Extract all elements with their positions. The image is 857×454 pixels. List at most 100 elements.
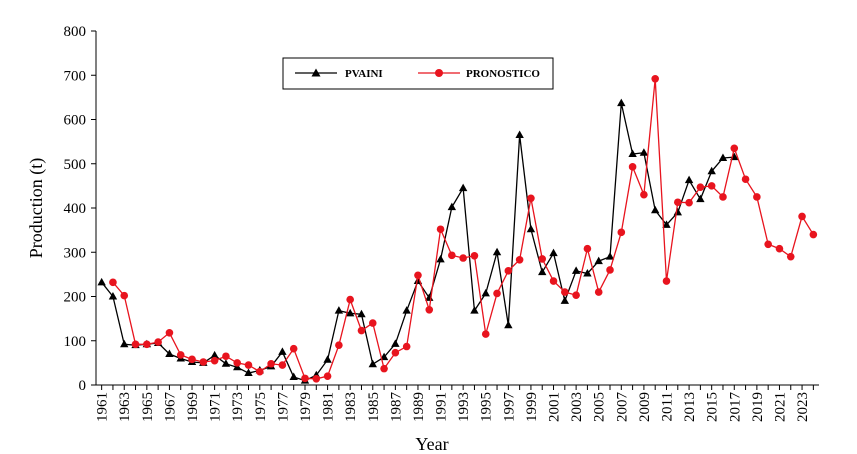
- chart-axes: 0 100 200 300 400 500 600 700 800 1961 1963 1965 196…: [64, 24, 819, 423]
- data-point-pronostico: [267, 359, 275, 368]
- data-point-pronostico: [188, 355, 196, 364]
- x-tick-label: 1989: [411, 392, 427, 422]
- legend-label-pvaini: PVAINI: [345, 68, 383, 80]
- y-tick-label: 200: [64, 290, 87, 306]
- data-point-pvaini: [481, 288, 490, 297]
- data-point-pronostico: [414, 271, 422, 280]
- data-point-pronostico: [256, 367, 264, 376]
- data-point-pvaini: [526, 224, 536, 233]
- data-point-pvaini: [549, 248, 558, 257]
- data-point-pronostico: [651, 74, 659, 83]
- data-point-pvaini: [278, 347, 287, 355]
- x-tick-label: 1995: [479, 392, 495, 422]
- legend-marker-pvaini: [311, 68, 321, 77]
- data-point-pvaini: [244, 368, 253, 377]
- x-tick-label: 1965: [140, 392, 156, 422]
- data-point-pvaini: [368, 359, 377, 368]
- data-point-pronostico: [538, 255, 547, 263]
- data-point-pvaini: [673, 207, 682, 216]
- data-point-pronostico: [459, 254, 467, 262]
- series-line-pronostico: [112, 78, 814, 380]
- data-point-pvaini: [97, 277, 106, 286]
- x-tick-label: 1991: [434, 392, 450, 422]
- data-point-pronostico: [244, 361, 253, 369]
- data-point-pronostico: [425, 305, 434, 314]
- data-point-pronostico: [368, 319, 377, 327]
- x-tick-label: 2003: [569, 392, 585, 422]
- data-point-pvaini: [210, 350, 219, 359]
- data-point-pvaini: [650, 205, 660, 214]
- data-point-pvaini: [707, 166, 716, 175]
- data-point-pvaini: [221, 359, 231, 367]
- data-point-pvaini: [334, 306, 344, 314]
- y-tick-label: 100: [64, 334, 87, 350]
- x-tick-label: 1979: [298, 392, 314, 422]
- data-point-pronostico: [481, 330, 490, 338]
- x-tick-label: 1967: [162, 392, 178, 423]
- data-point-pvaini: [289, 372, 298, 381]
- data-point-pronostico: [278, 361, 287, 369]
- data-point-pronostico: [809, 230, 818, 239]
- y-tick-label: 500: [64, 157, 87, 173]
- data-point-pronostico: [662, 277, 671, 285]
- data-point-pronostico: [730, 144, 739, 153]
- x-tick-label: 2021: [772, 392, 788, 422]
- x-tick-label: 2005: [592, 392, 608, 422]
- data-point-pvaini: [345, 308, 355, 317]
- x-tick-label: 2017: [727, 392, 743, 423]
- y-tick-label: 400: [64, 201, 87, 217]
- x-tick-label: 2001: [547, 392, 563, 422]
- x-tick-label: 1987: [388, 392, 404, 423]
- data-point-pronostico: [312, 375, 321, 383]
- data-point-pvaini: [492, 247, 502, 256]
- data-point-pronostico: [527, 194, 535, 203]
- data-point-pvaini: [391, 339, 400, 347]
- data-point-pronostico: [301, 374, 309, 383]
- data-point-pronostico: [493, 289, 501, 298]
- data-point-pronostico: [764, 240, 772, 249]
- data-point-pronostico: [741, 175, 750, 184]
- data-point-pronostico: [210, 356, 219, 365]
- x-tick-label: 2019: [750, 392, 766, 422]
- x-tick-label: 1961: [95, 392, 111, 422]
- data-point-pronostico: [515, 255, 524, 264]
- data-point-pronostico: [470, 251, 479, 260]
- data-point-pvaini: [447, 202, 457, 211]
- data-point-pvaini: [628, 149, 637, 158]
- data-point-pronostico: [786, 252, 795, 261]
- data-point-pvaini: [165, 349, 174, 358]
- data-point-pronostico: [775, 244, 784, 253]
- data-point-pronostico: [176, 351, 185, 359]
- data-point-pronostico: [617, 228, 626, 237]
- data-point-pronostico: [165, 328, 174, 337]
- data-point-pvaini: [696, 194, 705, 203]
- data-point-pvaini: [639, 148, 649, 156]
- x-tick-label: 1963: [117, 392, 133, 422]
- data-point-pvaini: [718, 153, 728, 161]
- data-point-pronostico: [380, 364, 388, 373]
- x-tick-label: 2013: [682, 392, 698, 422]
- data-point-pronostico: [628, 163, 637, 171]
- series-line-pvaini: [101, 102, 735, 382]
- data-point-pronostico: [583, 244, 592, 253]
- y-tick-label: 600: [64, 113, 87, 129]
- data-point-pronostico: [199, 358, 208, 366]
- data-point-pronostico: [154, 338, 162, 346]
- data-point-pvaini: [605, 252, 615, 260]
- data-point-pronostico: [606, 266, 614, 274]
- data-point-pvaini: [617, 98, 626, 107]
- data-point-pronostico: [798, 212, 806, 221]
- data-point-pvaini: [120, 339, 129, 348]
- x-tick-label: 1981: [321, 392, 337, 422]
- data-point-pronostico: [673, 198, 682, 207]
- y-axis-title: Production (t): [26, 158, 47, 259]
- data-point-pronostico: [594, 288, 603, 296]
- data-point-pvaini: [470, 306, 479, 314]
- y-tick-label: 0: [79, 378, 87, 394]
- legend-label-pronostico: PRONOSTICO: [466, 68, 540, 80]
- data-point-pvaini: [357, 309, 366, 318]
- data-point-pronostico: [561, 288, 569, 296]
- data-point-pronostico: [753, 193, 761, 201]
- data-point-pronostico: [289, 344, 298, 353]
- data-point-pronostico: [131, 340, 140, 349]
